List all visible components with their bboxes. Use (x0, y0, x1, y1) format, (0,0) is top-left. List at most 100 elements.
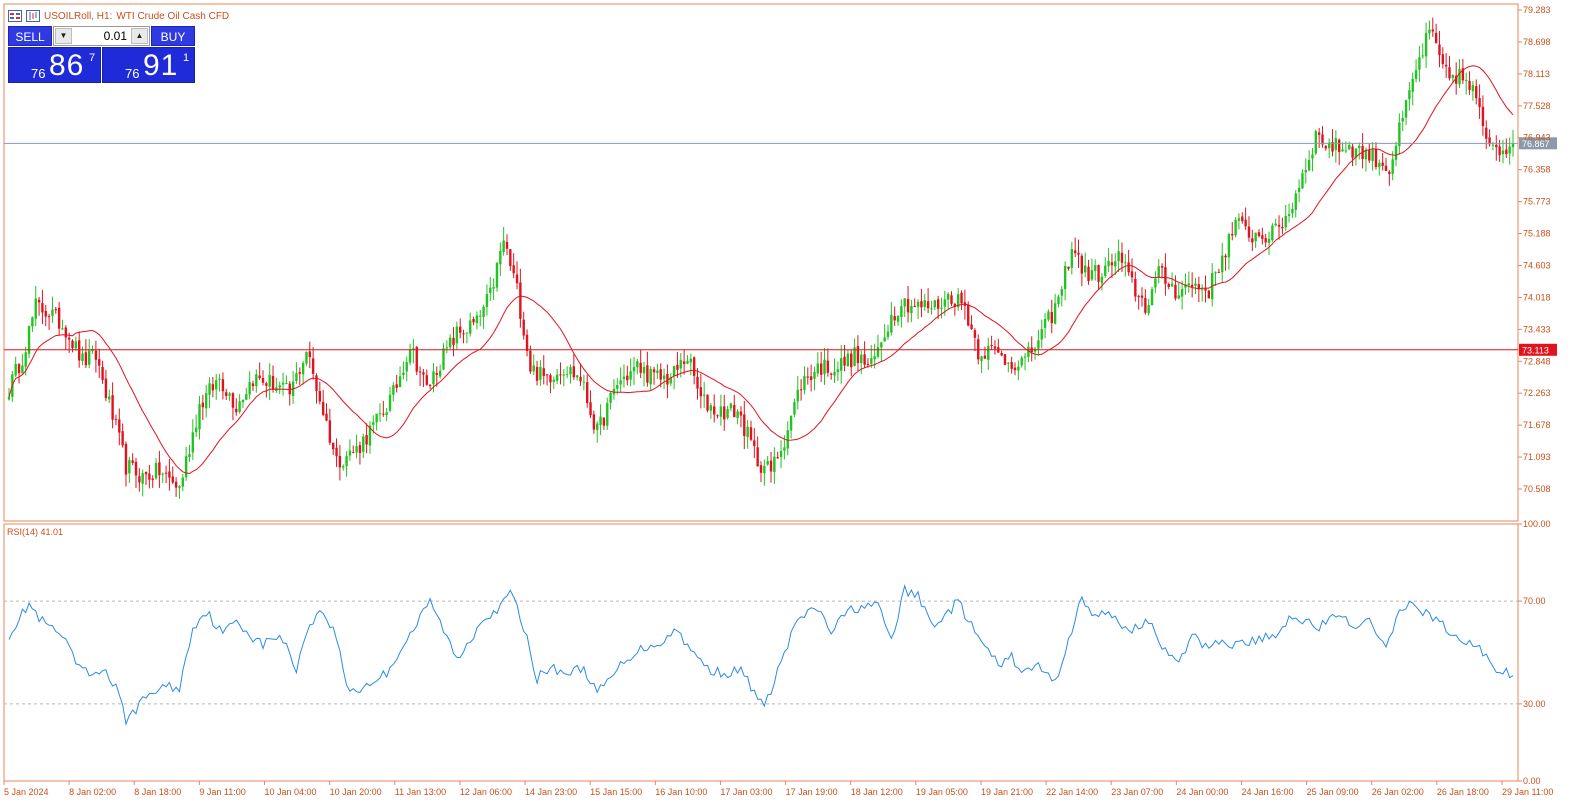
sell-price-box[interactable]: 76 86 7 (8, 47, 101, 83)
bear-candle (71, 340, 74, 349)
bull-candle (880, 342, 883, 348)
bull-candle (783, 447, 786, 451)
price-axis-label: 77.528 (1523, 101, 1551, 111)
bull-candle (194, 427, 198, 433)
bull-candle (876, 346, 880, 357)
symbol-timeframe: USOILRoll, H1: (44, 10, 113, 22)
bull-candle (1344, 150, 1348, 152)
bull-candle (910, 306, 913, 314)
bear-candle (1381, 162, 1384, 166)
bear-candle (318, 390, 322, 402)
bear-candle (37, 299, 41, 303)
bull-candle (108, 396, 111, 400)
time-axis-label: 19 Jan 05:00 (916, 787, 968, 797)
bear-candle (509, 249, 512, 267)
bull-candle (305, 351, 308, 364)
bull-candle (61, 328, 64, 330)
bull-candle (1358, 145, 1361, 149)
time-axis-label: 26 Jan 02:00 (1372, 787, 1424, 797)
sell-button[interactable]: SELL (8, 26, 52, 46)
bull-candle (1271, 225, 1274, 241)
bear-candle (104, 378, 108, 399)
bear-candle (1481, 106, 1485, 127)
lot-increase-button[interactable]: ▲ (131, 28, 148, 44)
bear-candle (1454, 75, 1458, 84)
bull-candle (766, 461, 769, 465)
bear-candle (365, 435, 368, 445)
bull-candle (1237, 218, 1241, 221)
bull-candle (241, 399, 245, 403)
price-axis-label: 75.188 (1523, 229, 1551, 239)
bear-candle (101, 366, 104, 380)
price-axis-label: 70.508 (1523, 484, 1551, 494)
bull-candle (161, 473, 164, 475)
price-axis-label: 79.283 (1523, 5, 1551, 15)
bull-candle (1307, 160, 1311, 171)
bull-candle (438, 370, 442, 377)
bear-candle (1130, 271, 1134, 278)
chart-window-icon (8, 10, 22, 22)
bear-candle (856, 346, 860, 364)
bull-candle (178, 486, 181, 488)
bear-candle (131, 460, 134, 463)
bear-candle (1003, 354, 1007, 365)
lot-size-field: ▼ ▲ (53, 26, 150, 46)
bear-candle (1505, 149, 1508, 155)
bull-candle (1291, 209, 1294, 214)
bull-candle (622, 376, 626, 380)
bear-candle (168, 471, 171, 478)
bull-candle (198, 404, 201, 430)
bear-candle (148, 473, 151, 480)
time-axis-label: 10 Jan 20:00 (330, 787, 382, 797)
bear-candle (776, 457, 779, 459)
bull-candle (74, 341, 78, 349)
bull-candle (833, 371, 836, 376)
bear-candle (261, 377, 265, 383)
bear-candle (459, 326, 462, 333)
bear-candle (1317, 132, 1321, 135)
moving-average-line (8, 65, 1514, 475)
bull-candle (1491, 144, 1495, 146)
bull-candle (398, 376, 402, 388)
bear-candle (221, 379, 225, 392)
bull-candle (896, 316, 900, 322)
bull-candle (642, 366, 646, 374)
bull-candle (636, 361, 639, 368)
lot-decrease-button[interactable]: ▼ (55, 28, 72, 44)
bull-candle (702, 394, 706, 396)
bull-candle (1311, 154, 1314, 159)
bull-candle (1451, 74, 1455, 79)
bull-candle (940, 307, 943, 309)
time-axis-label: 14 Jan 23:00 (525, 787, 577, 797)
buy-price-box[interactable]: 76 91 1 (102, 47, 195, 83)
bull-candle (575, 375, 579, 378)
bull-candle (1297, 187, 1301, 193)
bull-candle (14, 363, 17, 376)
bear-candle (1241, 216, 1244, 222)
bear-candle (1384, 165, 1388, 172)
bear-candle (352, 452, 355, 454)
bull-candle (903, 298, 906, 307)
bear-candle (1174, 284, 1177, 299)
bear-candle (335, 447, 338, 457)
bull-candle (1060, 289, 1063, 296)
time-axis-label: 9 Jan 11:00 (199, 787, 245, 797)
bars-icon (26, 10, 40, 22)
bear-candle (769, 460, 773, 472)
bear-candle (452, 337, 455, 345)
bull-candle (388, 394, 392, 411)
bull-candle (916, 301, 920, 307)
bear-candle (1097, 265, 1100, 282)
bull-candle (24, 352, 27, 367)
bull-candle (656, 370, 659, 374)
price-axis-label: 71.678 (1523, 420, 1551, 430)
bear-candle (1498, 146, 1501, 156)
bid-price-label: 76.867 (1522, 139, 1550, 149)
main-chart-frame (3, 3, 1519, 522)
sell-price-prefix: 76 (31, 66, 46, 81)
bear-candle (422, 372, 425, 375)
buy-button[interactable]: BUY (151, 26, 195, 46)
lot-size-input[interactable] (74, 27, 129, 45)
